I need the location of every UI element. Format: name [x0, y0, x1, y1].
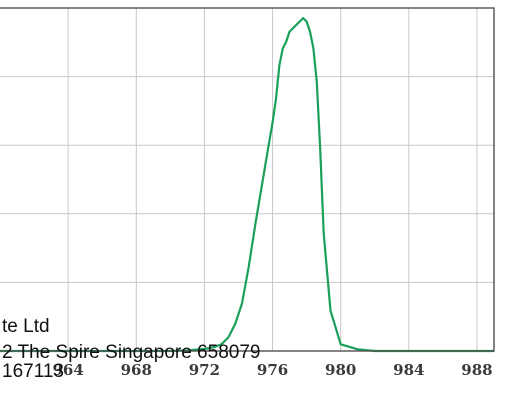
plot-frame — [0, 7, 495, 352]
x-tick-label: 964 — [52, 361, 83, 379]
x-tick-label: 988 — [461, 361, 492, 379]
grid-lines — [0, 8, 494, 351]
overlay-text-line1: te Ltd — [2, 316, 50, 337]
series-line — [0, 17, 494, 353]
overlay-text-block: te Ltd 2 The Spire Singapore 658079 1671… — [2, 316, 260, 382]
x-tick-label: 980 — [325, 361, 356, 379]
overlay-text-line2: 2 The Spire Singapore 658079 — [2, 342, 260, 363]
x-tick-label: 968 — [121, 361, 152, 379]
x-tick-label: 972 — [189, 361, 220, 379]
overlay-text-line3: 167113 — [2, 361, 64, 382]
x-tick-labels: 964 968 972 976 980 984 988 — [52, 361, 492, 379]
x-tick-label: 976 — [257, 361, 288, 379]
x-tick-label: 984 — [393, 361, 424, 379]
